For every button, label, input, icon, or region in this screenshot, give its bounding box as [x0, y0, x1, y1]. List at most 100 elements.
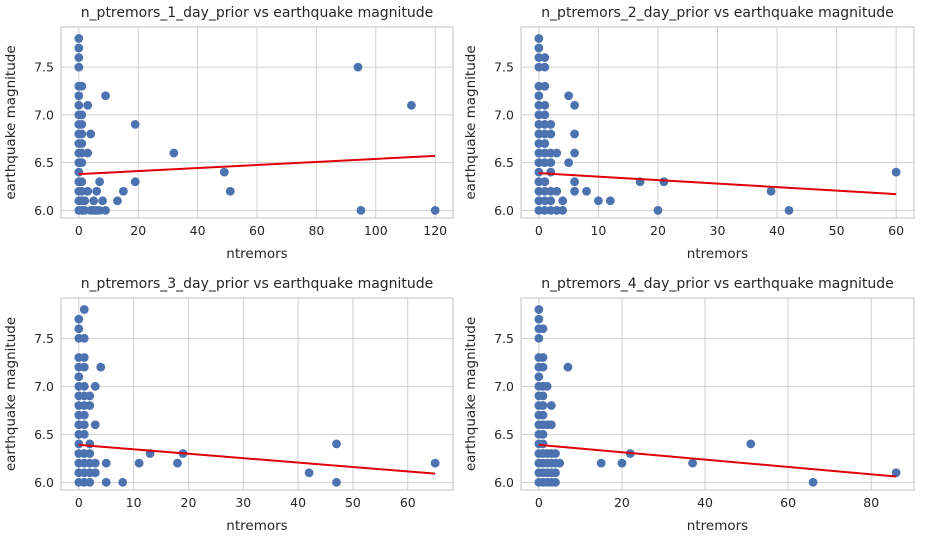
- y-tick-label: 7.5: [494, 331, 514, 346]
- data-point: [617, 458, 627, 468]
- data-point: [353, 62, 363, 72]
- x-axis-label: ntremors: [687, 246, 748, 262]
- data-point: [538, 429, 548, 439]
- data-point: [534, 333, 544, 343]
- data-point: [74, 167, 84, 177]
- data-point: [74, 324, 84, 334]
- x-tick-label: 20: [650, 223, 666, 238]
- data-point: [555, 458, 565, 468]
- data-point: [74, 62, 84, 72]
- data-point: [552, 186, 562, 196]
- data-point: [746, 439, 756, 449]
- data-point: [551, 468, 560, 478]
- y-axis-label: earthquake magnitude: [463, 317, 479, 471]
- data-point: [173, 458, 182, 468]
- data-point: [538, 410, 548, 420]
- data-point: [540, 177, 550, 187]
- y-tick-label: 6.0: [34, 475, 54, 490]
- data-point: [77, 120, 87, 129]
- y-axis-label: earthquake magnitude: [3, 45, 19, 199]
- data-point: [86, 129, 96, 139]
- x-tick-label: 0: [75, 223, 83, 238]
- data-point: [563, 362, 573, 372]
- y-tick-label: 7.0: [494, 379, 514, 394]
- data-point: [570, 177, 579, 187]
- x-axis-label: ntremors: [687, 518, 748, 534]
- data-point: [891, 468, 901, 478]
- data-point: [540, 81, 550, 91]
- data-point: [77, 139, 87, 148]
- data-point: [570, 148, 579, 158]
- data-point: [546, 158, 556, 168]
- x-axis-label: ntremors: [226, 246, 287, 262]
- data-point: [98, 196, 107, 206]
- data-point: [558, 205, 568, 215]
- y-axis-label: earthquake magnitude: [3, 317, 19, 471]
- data-point: [534, 43, 544, 53]
- data-point: [79, 333, 89, 343]
- x-tick-label: 60: [249, 223, 265, 238]
- subplot-2: 0 10 20 30 40 50 60 6.0 6.5 7.0 7.5 n_ptremors_2_da…: [463, 5, 915, 262]
- x-tick-label: 50: [829, 223, 845, 238]
- data-point: [766, 186, 776, 196]
- data-point: [551, 449, 560, 458]
- data-point: [356, 205, 366, 215]
- subplot-title: n_ptremors_1_day_prior vs earthquake mag…: [81, 5, 434, 21]
- data-point: [582, 186, 591, 196]
- regression-line: [538, 172, 897, 196]
- data-point: [95, 177, 105, 187]
- x-tick-label: 20: [614, 495, 630, 510]
- x-axis-label: ntremors: [226, 518, 287, 534]
- data-point: [225, 186, 235, 196]
- y-tick-label: 7.5: [34, 331, 54, 346]
- data-point: [538, 401, 548, 410]
- data-point: [538, 439, 548, 449]
- data-point: [85, 477, 95, 487]
- y-tick-label: 6.5: [494, 427, 514, 442]
- data-point: [304, 468, 314, 478]
- data-point: [74, 43, 84, 53]
- data-point: [538, 391, 548, 401]
- data-point: [546, 167, 556, 177]
- x-tick-label: 0: [535, 223, 543, 238]
- data-point: [74, 91, 84, 101]
- x-tick-label: 30: [235, 495, 251, 510]
- axes-frame: [60, 297, 454, 491]
- data-point: [430, 205, 440, 215]
- y-tick-label: 6.0: [34, 203, 54, 218]
- y-tick-label: 6.5: [34, 155, 54, 170]
- data-point: [570, 186, 579, 196]
- data-point: [534, 91, 544, 101]
- data-point: [534, 34, 544, 43]
- data-point: [688, 458, 697, 468]
- data-point: [534, 372, 544, 382]
- data-point: [540, 100, 550, 110]
- data-point: [79, 420, 89, 430]
- regression-line: [78, 443, 436, 475]
- y-tick-label: 6.0: [494, 475, 514, 490]
- data-point: [534, 305, 544, 314]
- x-tick-label: 60: [400, 495, 416, 510]
- x-tick-label: 80: [863, 495, 879, 510]
- y-tick-label: 7.0: [494, 107, 514, 122]
- x-tick-label: 80: [308, 223, 324, 238]
- data-point: [332, 439, 341, 449]
- data-point: [118, 186, 128, 196]
- data-point: [570, 100, 579, 110]
- axes-frame: [60, 26, 454, 219]
- data-point: [605, 196, 615, 206]
- data-point: [130, 120, 140, 129]
- data-point: [85, 449, 95, 458]
- x-tick-label: 60: [888, 223, 904, 238]
- axes-frame: [520, 26, 915, 219]
- data-point: [551, 477, 560, 487]
- data-point: [79, 381, 89, 391]
- data-point: [74, 314, 84, 324]
- data-point: [74, 34, 84, 43]
- x-tick-label: 50: [345, 495, 361, 510]
- data-point: [169, 148, 179, 158]
- data-point: [101, 458, 111, 468]
- x-tick-label: 0: [75, 495, 83, 510]
- data-point: [77, 129, 87, 139]
